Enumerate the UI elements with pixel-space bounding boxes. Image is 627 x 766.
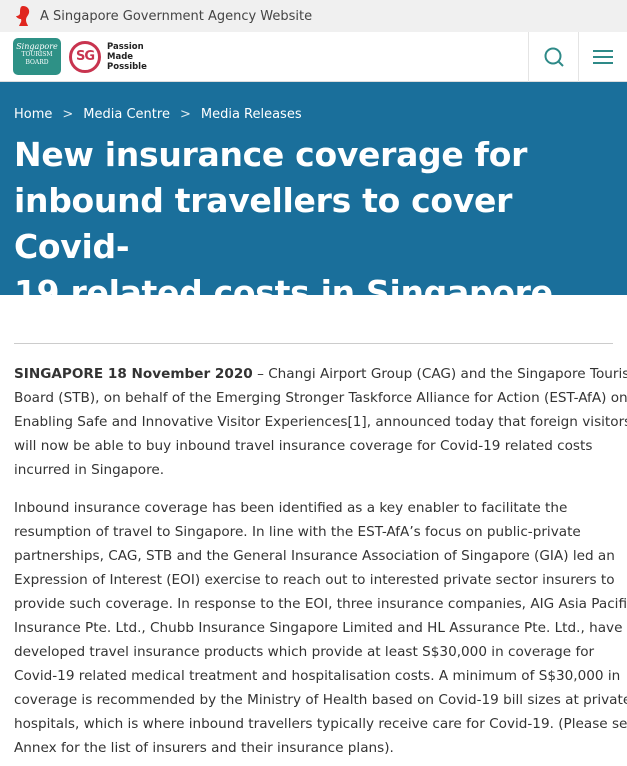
sg-logo[interactable]: SG (69, 40, 101, 73)
menu-button[interactable] (578, 32, 627, 82)
hamburger-menu-icon (593, 50, 613, 64)
paragraph-1: SINGAPORE 18 November 2020 – Changi Airp… (14, 366, 627, 478)
text-line: Inbound insurance coverage has been iden… (14, 500, 568, 516)
breadcrumb-media-releases[interactable]: Media Releases (200, 107, 302, 122)
article-body: SINGAPORE 18 November 2020 – Changi Airp… (0, 344, 627, 760)
tagline: Passion Made Possible (107, 41, 147, 72)
breadcrumb-media-centre[interactable]: Media Centre (83, 107, 170, 122)
text-line: resumption of travel to Singapore. In li… (14, 524, 581, 540)
hero-banner: Home > Media Centre > Media Releases New… (0, 82, 627, 312)
merlion-icon (16, 6, 30, 26)
text-line: Insurance Pte. Ltd., Chubb Insurance Sin… (14, 620, 623, 636)
page-title: New insurance coverage for inbound trave… (14, 135, 553, 312)
breadcrumb-separator: > (62, 107, 74, 122)
stb-logo[interactable]: Singapore TOURISM BOARD (13, 38, 61, 75)
search-icon (544, 47, 564, 67)
text-line: Annex for the list of insurers and their… (14, 740, 394, 756)
breadcrumb-home[interactable]: Home (14, 107, 53, 122)
text-line: Expression of Interest (EOI) exercise to… (14, 572, 615, 588)
text-line: partnerships, CAG, STB and the General I… (14, 548, 615, 564)
text-line: coverage is recommended by the Ministry … (14, 692, 627, 708)
paragraph-2: Inbound insurance coverage has been iden… (14, 496, 627, 760)
text-line: hospitals, which is where inbound travel… (14, 716, 627, 732)
gov-banner: A Singapore Government Agency Website (0, 0, 627, 32)
divider (14, 343, 613, 344)
breadcrumb: Home > Media Centre > Media Releases (14, 107, 613, 122)
text-line: provide such coverage. In response to th… (14, 596, 627, 612)
site-header: Singapore TOURISM BOARD SG Passion Made Poss… (0, 32, 627, 82)
search-button[interactable] (528, 32, 578, 82)
gov-banner-text: A Singapore Government Agency Website (40, 8, 313, 24)
text-line: developed travel insurance products whic… (14, 644, 595, 660)
text-line: Covid-19 related medical treatment and h… (14, 668, 621, 684)
dateline: SINGAPORE 18 November 2020 (14, 366, 253, 382)
breadcrumb-separator: > (179, 107, 191, 122)
